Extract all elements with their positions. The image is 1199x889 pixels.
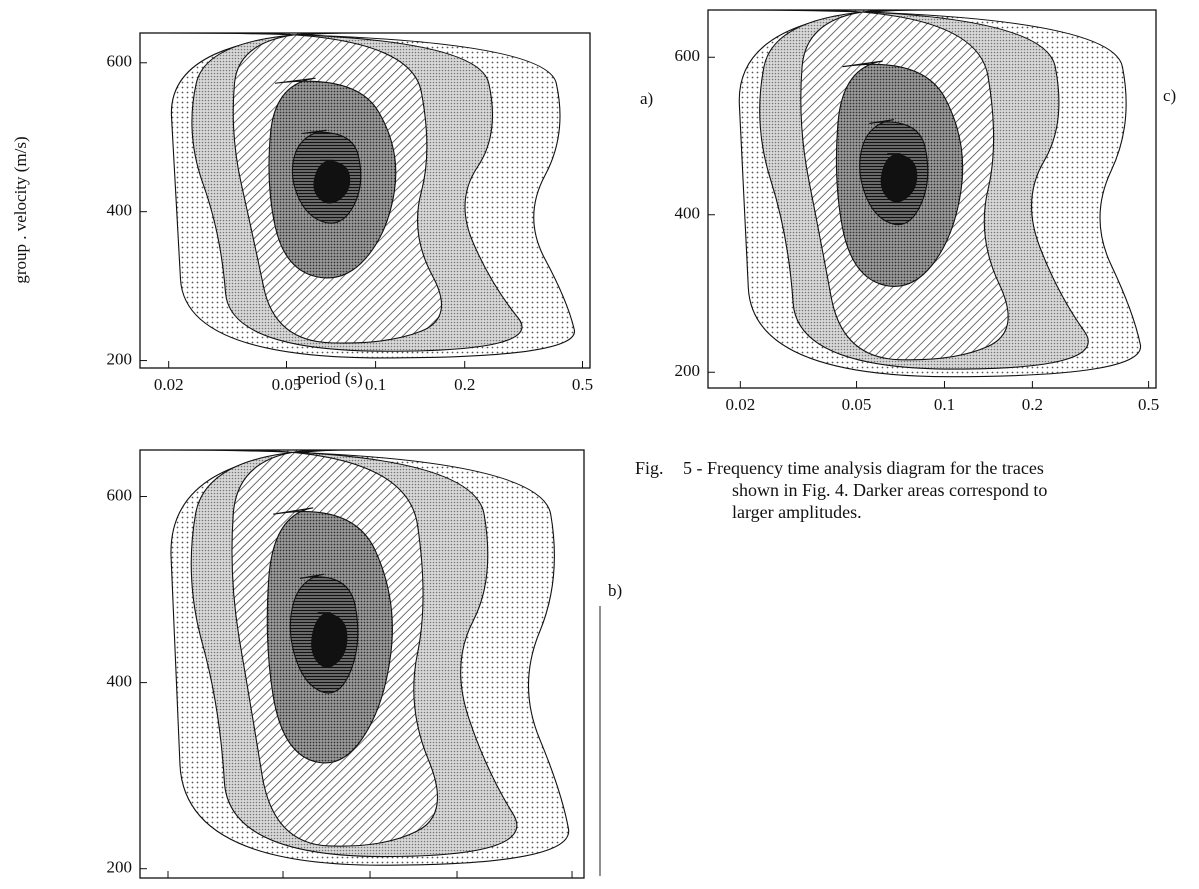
y-tick-label: 400 <box>107 672 133 691</box>
y-tick-label: 400 <box>107 201 133 220</box>
x-tick-label: 0.5 <box>561 885 582 889</box>
x-tick-label: 0.1 <box>934 395 955 414</box>
caption: Fig. 5 - Frequency time analysis diagram… <box>635 458 1047 522</box>
panel-label: a) <box>640 89 653 108</box>
panel: 0.02 0.05 0.1 0.2 0.5 200 400 600 a) <box>107 32 653 394</box>
x-tick-label: 0.02 <box>725 395 755 414</box>
y-tick-label: 200 <box>107 349 133 368</box>
y-tick-label: 600 <box>107 52 133 71</box>
x-tick-label: 0.05 <box>272 375 302 394</box>
contours <box>734 10 1141 378</box>
plot-frame <box>707 9 1157 389</box>
x-tick-label: 0.1 <box>365 375 386 394</box>
contours <box>166 33 575 359</box>
panel-label: c) <box>1163 86 1176 105</box>
panel: 0.02 0.05 0.1 0.2 0.5 200 400 600 b) <box>107 449 622 889</box>
y-tick-label: 200 <box>675 361 701 380</box>
y-tick-label: 600 <box>107 485 133 504</box>
plot-frame <box>139 449 585 879</box>
panel: 0.02 0.05 0.1 0.2 0.5 200 400 600 c) <box>675 9 1176 414</box>
plot-frame <box>139 32 591 369</box>
contour-region <box>313 159 351 204</box>
x-tick-label: 0.2 <box>446 885 467 889</box>
x-axis-label: period (s) <box>297 369 363 388</box>
y-tick-label: 200 <box>107 858 133 877</box>
caption-line: shown in Fig. 4. Darker areas correspond… <box>732 480 1047 500</box>
y-tick-label: 400 <box>675 204 701 223</box>
x-tick-label: 0.2 <box>1022 395 1043 414</box>
x-tick-label: 0.05 <box>842 395 872 414</box>
x-tick-label: 0.5 <box>572 375 593 394</box>
contour-region <box>880 153 918 203</box>
caption-number: 5 - <box>683 458 703 478</box>
caption-line: Frequency time analysis diagram for the … <box>707 458 1044 478</box>
caption-line: larger amplitudes. <box>732 502 862 522</box>
x-tick-label: 0.02 <box>153 885 183 889</box>
x-tick-label: 0.5 <box>1138 395 1159 414</box>
caption-prefix: Fig. <box>635 458 664 478</box>
contours <box>166 450 570 866</box>
y-axis-label: group . velocity (m/s) <box>11 136 30 283</box>
y-tick-label: 600 <box>675 46 701 65</box>
x-tick-label: 0.05 <box>268 885 298 889</box>
x-tick-label: 0.02 <box>154 375 184 394</box>
x-tick-label: 0.1 <box>359 885 380 889</box>
panel-label: b) <box>608 581 622 600</box>
x-tick-label: 0.2 <box>454 375 475 394</box>
contour-region <box>311 612 348 668</box>
